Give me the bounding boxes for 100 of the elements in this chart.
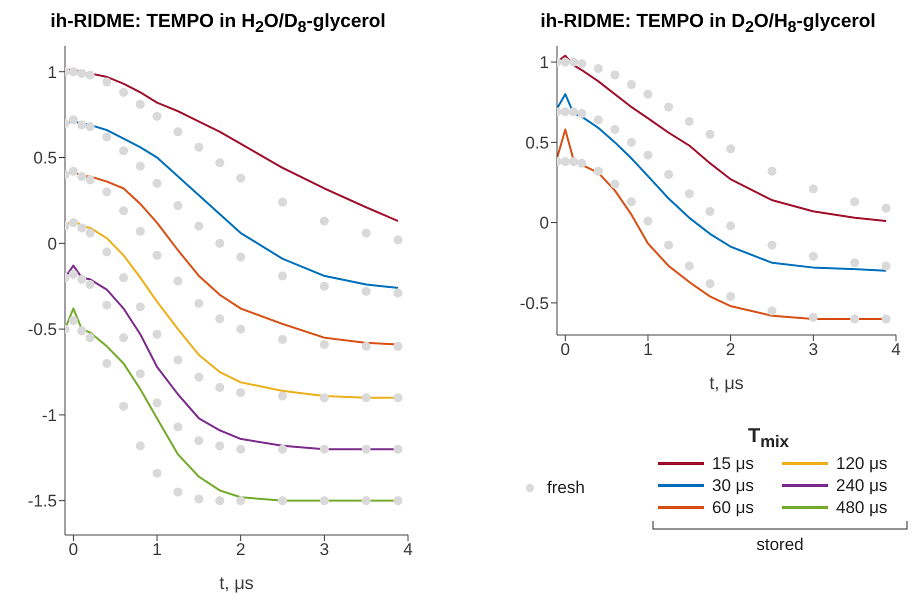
point	[102, 187, 112, 196]
point	[393, 235, 402, 244]
point	[594, 115, 603, 124]
point	[136, 441, 145, 450]
point	[882, 204, 891, 213]
x-axis-title: t, μs	[219, 573, 254, 593]
point	[278, 198, 288, 207]
point	[684, 261, 694, 270]
point	[102, 300, 112, 310]
point	[194, 436, 204, 446]
y-tick-label: 0.5	[525, 133, 549, 152]
point	[767, 306, 776, 316]
point	[68, 115, 78, 124]
point	[808, 252, 818, 261]
point	[705, 206, 714, 216]
point	[626, 138, 636, 147]
point	[664, 240, 674, 250]
point	[119, 206, 128, 216]
point	[278, 444, 288, 454]
point	[173, 201, 182, 210]
point	[569, 58, 578, 67]
point	[152, 468, 162, 478]
point	[77, 223, 86, 232]
point	[393, 496, 402, 506]
legend-label: 15 μs	[712, 454, 754, 474]
point	[726, 292, 736, 301]
y-tick-label: -0.5	[28, 320, 57, 340]
x-tick-label: 1	[643, 340, 653, 360]
point	[882, 314, 891, 324]
point	[850, 258, 860, 268]
point	[320, 496, 329, 506]
point	[68, 316, 78, 326]
point	[362, 496, 371, 506]
point	[68, 270, 78, 279]
point	[626, 80, 636, 90]
point	[362, 342, 371, 351]
point	[215, 441, 224, 450]
point	[577, 108, 586, 118]
point	[808, 184, 818, 194]
x-tick-label: 2	[236, 540, 246, 560]
point	[68, 218, 78, 228]
point	[152, 330, 162, 339]
point	[77, 326, 86, 336]
point	[102, 247, 112, 256]
point	[215, 496, 224, 506]
point	[173, 355, 182, 364]
point	[152, 250, 162, 260]
point	[215, 158, 224, 168]
point	[136, 302, 145, 312]
point	[393, 288, 402, 298]
legend-label: fresh	[547, 478, 585, 498]
point	[236, 252, 246, 262]
point	[136, 369, 145, 378]
point	[684, 189, 694, 198]
point	[393, 393, 402, 402]
point	[767, 166, 776, 176]
point	[215, 314, 224, 324]
point	[194, 298, 204, 308]
point	[278, 496, 288, 506]
point	[77, 120, 86, 130]
point	[194, 222, 204, 231]
point	[393, 444, 402, 454]
point	[152, 398, 162, 408]
point	[808, 312, 818, 322]
point	[86, 280, 95, 289]
point	[68, 166, 78, 176]
point	[610, 70, 620, 80]
x-axis-title: t, μs	[709, 373, 744, 393]
point	[577, 59, 586, 68]
point	[136, 226, 145, 236]
point	[560, 157, 570, 166]
point	[320, 444, 329, 454]
point	[594, 166, 603, 176]
point	[215, 238, 224, 248]
legend-label: 120 μs	[836, 454, 888, 474]
point	[362, 286, 371, 296]
point	[643, 216, 652, 226]
point	[594, 64, 603, 73]
y-tick-label: -1.5	[28, 492, 57, 511]
text: stored	[755, 535, 805, 555]
point	[393, 342, 402, 351]
point	[705, 130, 714, 139]
point	[119, 146, 128, 156]
x-tick-label: 4	[403, 540, 413, 560]
point	[119, 88, 128, 97]
point	[236, 496, 246, 506]
point	[320, 340, 329, 350]
point	[684, 116, 694, 126]
point	[173, 276, 182, 286]
point	[705, 279, 714, 288]
legend-label: 60 μs	[712, 498, 754, 518]
x-tick-label: 3	[808, 340, 818, 360]
point	[643, 90, 652, 99]
point	[278, 271, 288, 280]
point	[643, 150, 652, 160]
point	[194, 494, 204, 504]
point	[362, 444, 371, 454]
point	[119, 273, 128, 282]
point	[152, 112, 162, 121]
point	[236, 324, 246, 334]
